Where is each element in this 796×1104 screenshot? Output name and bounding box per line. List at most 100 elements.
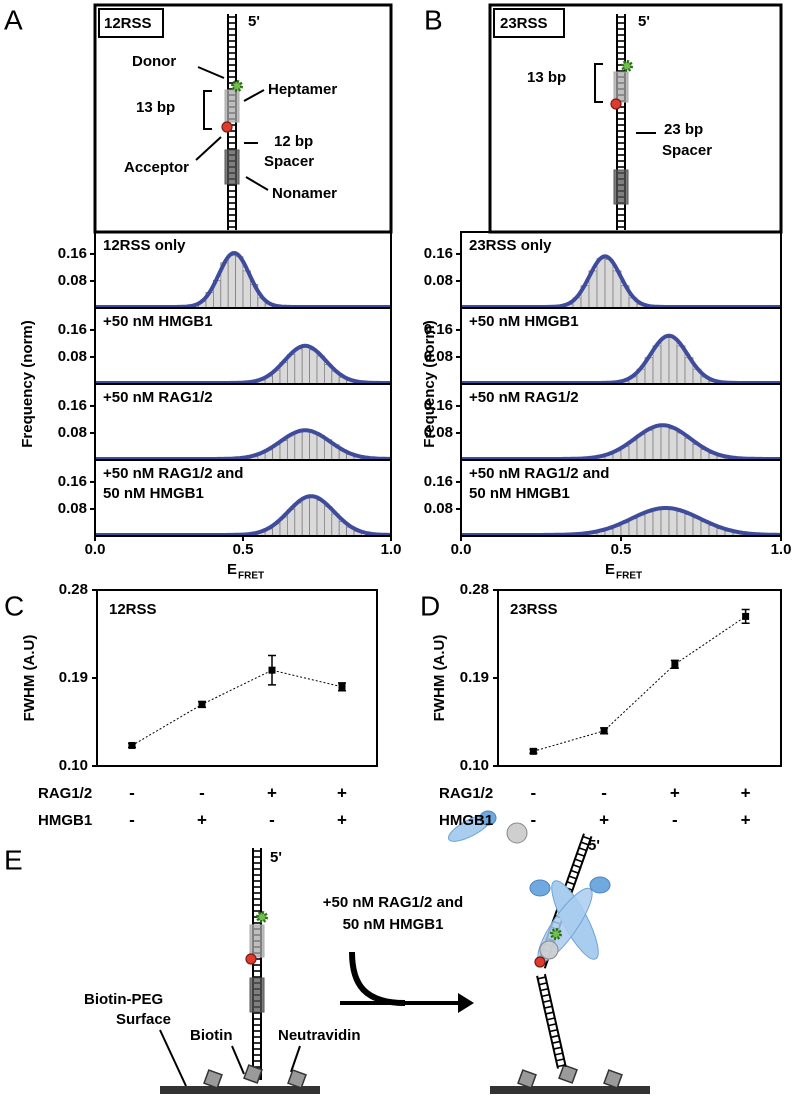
- condition-sign: -: [672, 810, 678, 829]
- condition-name: RAG1/2: [439, 785, 493, 802]
- five-prime: 5': [248, 13, 260, 30]
- data-point: [742, 612, 750, 620]
- histogram-bar: [668, 337, 678, 385]
- hmgb1: [506, 822, 528, 844]
- acceptor-label: Acceptor: [124, 159, 189, 176]
- surface-label: Biotin-PEG: [84, 991, 163, 1008]
- condition-sign: -: [269, 810, 275, 829]
- neutravidin: [203, 1069, 223, 1089]
- neutravidin: [243, 1064, 263, 1084]
- y-tick-label: 0.28: [59, 581, 88, 598]
- surface: [490, 1086, 650, 1094]
- histogram-bar: [301, 497, 311, 537]
- condition-sign: +: [337, 783, 347, 802]
- x-tick-label: 1.0: [771, 541, 792, 558]
- panel-label: E: [4, 844, 23, 875]
- five-prime: 5': [638, 13, 650, 30]
- dna-rung: [537, 976, 546, 980]
- dna-rung: [542, 999, 552, 1003]
- condition-sign: +: [670, 783, 680, 802]
- diagram-group: [610, 14, 633, 230]
- axes-frame: [497, 589, 782, 767]
- y-axis-label: Frequency (norm): [19, 320, 36, 448]
- histogram-bar: [668, 428, 678, 461]
- bp-label: 13 bp: [527, 69, 566, 86]
- condition-name: RAG1/2: [38, 785, 92, 802]
- histogram-bar: [294, 502, 303, 537]
- acceptor-dye: [221, 121, 233, 133]
- y-tick-label: 0.16: [424, 321, 453, 338]
- condition-sign: +: [599, 810, 609, 829]
- data-point: [671, 660, 679, 668]
- panel-title: +50 nM RAG1/2 and: [103, 465, 243, 482]
- fit-curve: [95, 343, 391, 385]
- nonamer-label: Nonamer: [272, 185, 337, 202]
- dna-rung: [546, 1017, 555, 1021]
- title-box: [98, 8, 164, 38]
- dna-rung: [549, 1028, 558, 1033]
- panel-title: +50 nM RAG1/2: [469, 389, 579, 406]
- condition-sign: +: [197, 810, 207, 829]
- surface-label: Surface: [116, 1011, 171, 1028]
- panel-label: C: [4, 590, 24, 621]
- histogram-bar: [660, 425, 670, 461]
- fit-curve: [461, 333, 781, 385]
- dna-rung: [570, 869, 579, 874]
- neutravidin: [287, 1069, 307, 1089]
- dna-rung: [568, 875, 577, 880]
- histogram-bar: [286, 434, 296, 461]
- panel-title: +50 nM RAG1/2 and: [469, 465, 609, 482]
- data-point: [128, 741, 136, 749]
- protein: [589, 876, 611, 894]
- panel-title: +50 nM RAG1/2: [103, 389, 213, 406]
- leader-lines: [159, 1029, 301, 1087]
- axes-frame: [96, 589, 378, 767]
- histogram-bar: [294, 348, 303, 385]
- acceptor-dye: [245, 953, 257, 965]
- heptamer-label: Heptamer: [268, 81, 337, 98]
- dna-rung: [572, 864, 581, 869]
- condition-sign: +: [267, 783, 277, 802]
- neutravidin-label: Neutravidin: [278, 1027, 361, 1044]
- spacer-label: Spacer: [264, 153, 314, 170]
- condition-sign: -: [531, 810, 537, 829]
- leader-lines: [195, 66, 269, 191]
- y-tick-label: 0.08: [424, 500, 453, 517]
- histogram-bar: [660, 508, 670, 537]
- data-point: [198, 700, 206, 708]
- data-line: [533, 615, 746, 752]
- histogram-bar: [644, 429, 654, 461]
- leader-lines: [594, 63, 656, 134]
- neutravidin: [603, 1069, 623, 1089]
- histogram-bar: [309, 431, 318, 461]
- y-tick-label: 0.16: [424, 473, 453, 490]
- condition-label: +50 nM RAG1/2 and: [323, 894, 463, 911]
- x-axis-label: E: [605, 561, 615, 578]
- diagram-title: 12RSS: [104, 15, 152, 32]
- condition-sign: +: [741, 810, 751, 829]
- condition-sign: -: [199, 783, 205, 802]
- dna-rung: [541, 993, 550, 998]
- condition-sign: -: [601, 783, 607, 802]
- dna-rung: [554, 1052, 563, 1056]
- histogram-bar: [309, 496, 318, 537]
- y-tick-label: 0.08: [424, 348, 453, 365]
- motif-box: [224, 89, 240, 123]
- histogram-bar: [652, 426, 662, 461]
- panel-label: A: [4, 4, 23, 35]
- donor-dye: [256, 911, 268, 923]
- y-tick-label: 0.08: [58, 348, 87, 365]
- y-tick-label: 0.28: [460, 581, 489, 598]
- chart-title: 23RSS: [510, 601, 558, 618]
- y-axis-label: FWHM (A.U): [21, 635, 38, 722]
- donor-dye: [231, 80, 243, 92]
- panel-title: 50 nM HMGB1: [103, 485, 204, 502]
- five-prime: 5': [270, 849, 282, 866]
- spacer-label: 23 bp: [664, 121, 703, 138]
- diagram-box: [93, 3, 393, 234]
- dna-rung: [540, 987, 549, 992]
- histogram-bar: [684, 513, 694, 537]
- dna-rung: [566, 881, 575, 886]
- dna-strand: [543, 973, 567, 1068]
